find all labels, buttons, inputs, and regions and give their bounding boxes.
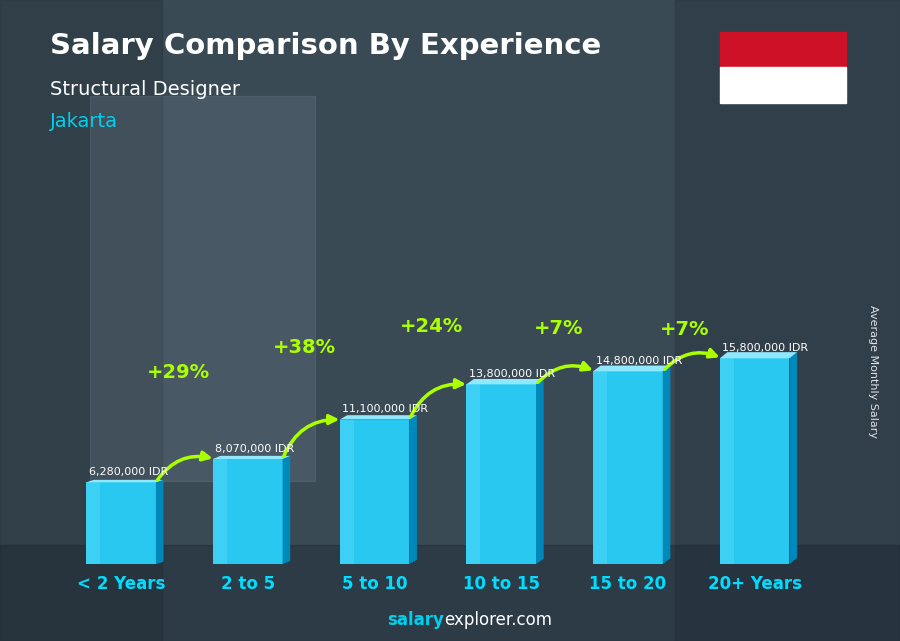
- Polygon shape: [593, 371, 662, 564]
- Text: Structural Designer: Structural Designer: [50, 80, 239, 99]
- Polygon shape: [720, 358, 789, 564]
- Text: salary: salary: [387, 612, 444, 629]
- FancyArrowPatch shape: [538, 363, 590, 383]
- Polygon shape: [213, 456, 290, 459]
- Polygon shape: [283, 456, 290, 564]
- Bar: [675, 0, 900, 641]
- Polygon shape: [466, 379, 544, 385]
- FancyArrowPatch shape: [410, 379, 463, 417]
- Text: +7%: +7%: [534, 319, 583, 338]
- Bar: [90, 96, 315, 481]
- Polygon shape: [466, 385, 481, 564]
- Polygon shape: [536, 379, 544, 564]
- Text: 15,800,000 IDR: 15,800,000 IDR: [723, 343, 808, 353]
- Polygon shape: [213, 459, 227, 564]
- Bar: [0, 0, 162, 641]
- Polygon shape: [466, 385, 536, 564]
- Polygon shape: [86, 482, 156, 564]
- Polygon shape: [339, 415, 417, 419]
- FancyArrowPatch shape: [284, 415, 336, 456]
- Polygon shape: [593, 365, 670, 371]
- Text: 11,100,000 IDR: 11,100,000 IDR: [342, 404, 428, 414]
- Polygon shape: [720, 352, 797, 358]
- Text: Salary Comparison By Experience: Salary Comparison By Experience: [50, 32, 601, 60]
- Polygon shape: [339, 419, 354, 564]
- Text: 14,800,000 IDR: 14,800,000 IDR: [596, 356, 682, 366]
- Polygon shape: [720, 358, 733, 564]
- Bar: [720, 32, 846, 67]
- Polygon shape: [86, 482, 100, 564]
- Text: 13,800,000 IDR: 13,800,000 IDR: [469, 369, 555, 379]
- Bar: [0, 545, 900, 641]
- Text: 8,070,000 IDR: 8,070,000 IDR: [215, 444, 294, 454]
- Text: +7%: +7%: [661, 320, 710, 339]
- Text: 6,280,000 IDR: 6,280,000 IDR: [89, 467, 168, 477]
- Polygon shape: [593, 371, 607, 564]
- Text: explorer.com: explorer.com: [444, 612, 552, 629]
- Text: Average Monthly Salary: Average Monthly Salary: [868, 305, 878, 438]
- Polygon shape: [662, 365, 670, 564]
- Polygon shape: [410, 415, 417, 564]
- Bar: [720, 67, 846, 103]
- FancyArrowPatch shape: [158, 452, 209, 480]
- Polygon shape: [156, 480, 164, 564]
- Polygon shape: [339, 419, 410, 564]
- FancyArrowPatch shape: [665, 349, 716, 369]
- Polygon shape: [86, 480, 164, 482]
- Text: Jakarta: Jakarta: [50, 112, 118, 131]
- Polygon shape: [789, 352, 797, 564]
- Text: +38%: +38%: [274, 338, 337, 357]
- Text: +24%: +24%: [400, 317, 464, 337]
- Text: +29%: +29%: [147, 363, 210, 382]
- Polygon shape: [213, 459, 283, 564]
